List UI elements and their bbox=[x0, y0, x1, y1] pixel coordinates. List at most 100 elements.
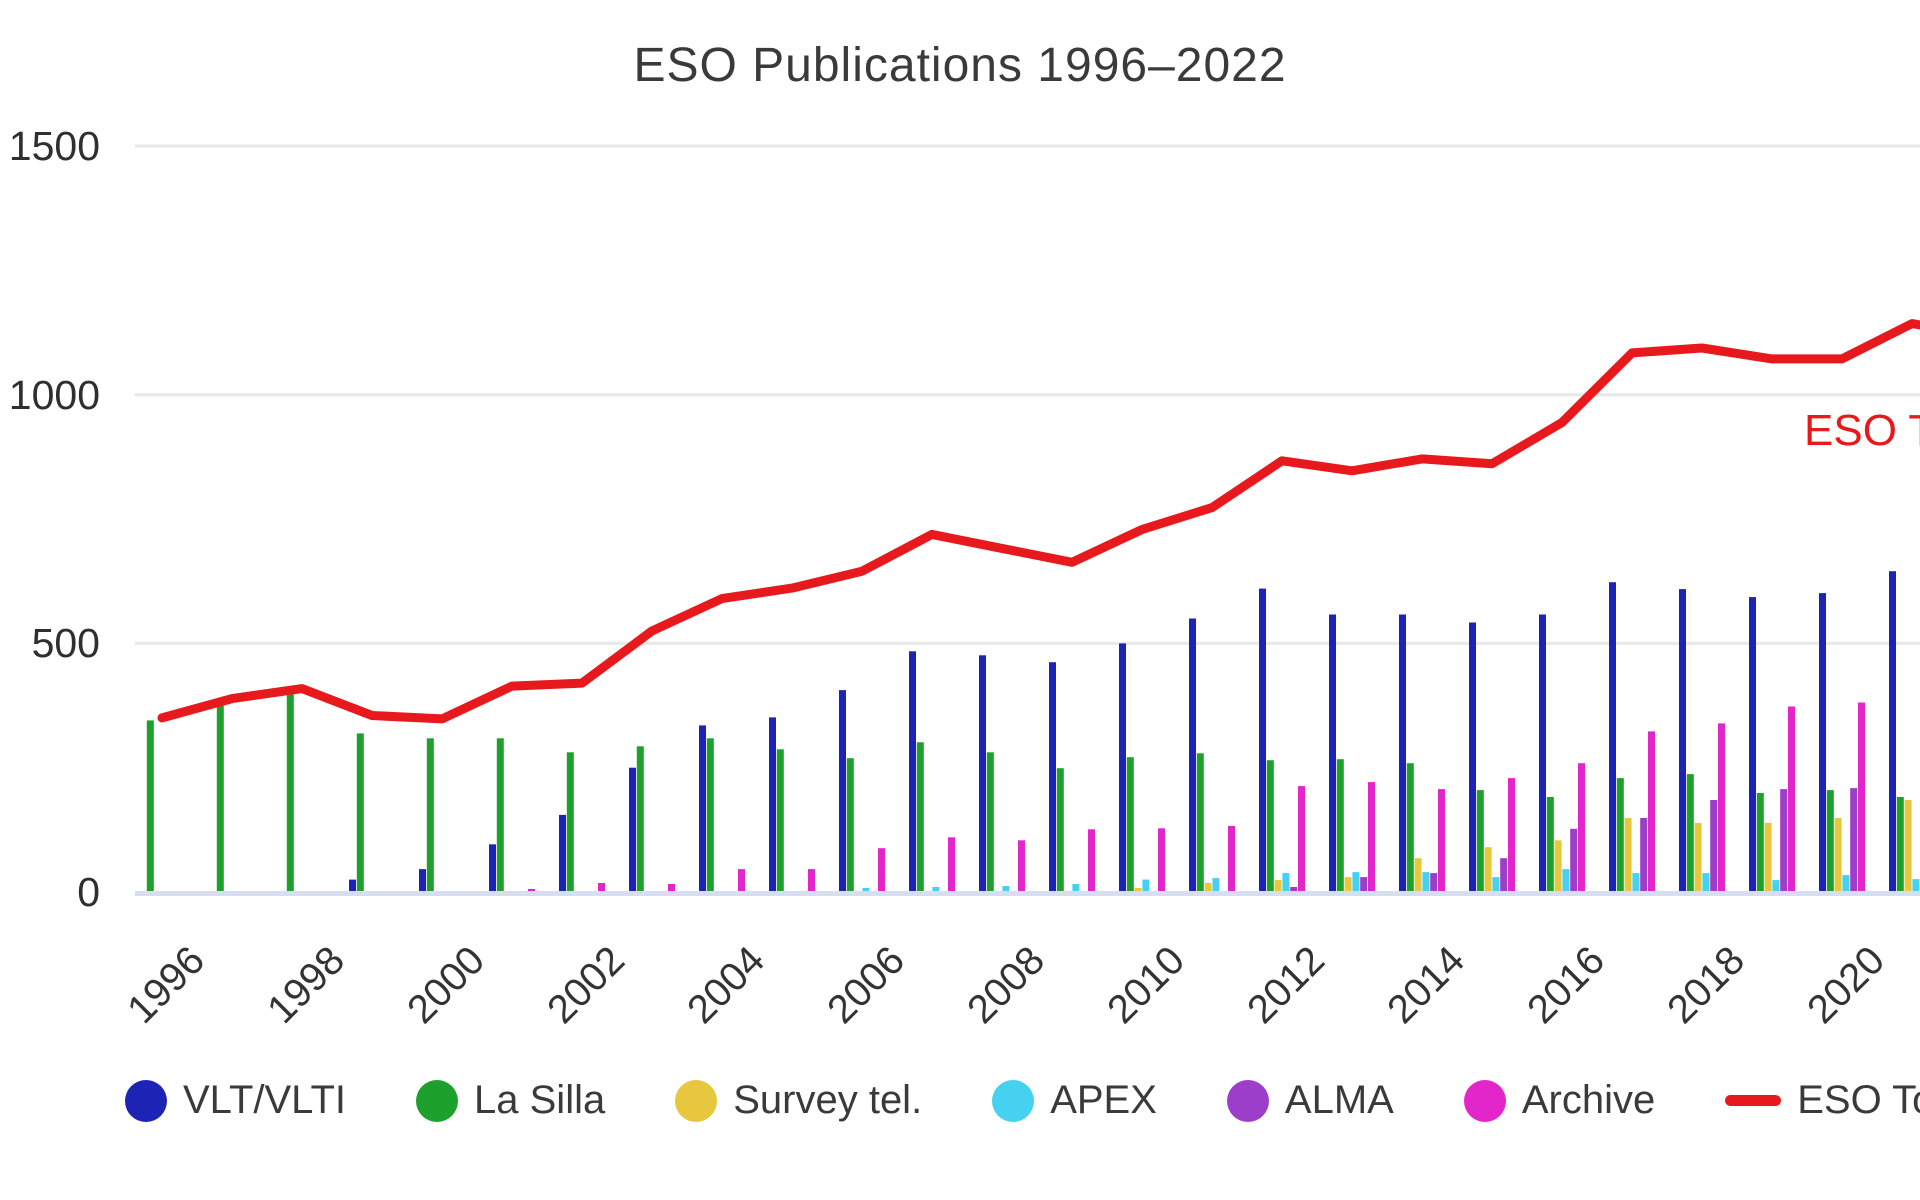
bar-archive-2005 bbox=[808, 869, 815, 892]
bar-la-silla-2013 bbox=[1336, 759, 1344, 892]
bar-vlt-vlti-1999 bbox=[349, 879, 356, 892]
legend-circle-swatch bbox=[675, 1079, 718, 1122]
bar-vlt-vlti-2010 bbox=[1119, 643, 1126, 893]
bar-apex-2013 bbox=[1352, 872, 1360, 892]
legend-label: Archive bbox=[1521, 1078, 1656, 1122]
bar-survey-tel--2019 bbox=[1764, 822, 1772, 892]
bar-vlt-vlti-2002 bbox=[559, 814, 566, 892]
bar-apex-2008 bbox=[1002, 886, 1010, 892]
bar-alma-2016 bbox=[1570, 828, 1578, 892]
bar-archive-2011 bbox=[1228, 825, 1235, 892]
bar-vlt-vlti-2003 bbox=[629, 767, 636, 892]
bar-la-silla-1997 bbox=[216, 700, 224, 892]
bar-vlt-vlti-2013 bbox=[1329, 614, 1336, 892]
bar-apex-2020 bbox=[1842, 875, 1850, 892]
bar-survey-tel--2017 bbox=[1624, 817, 1632, 892]
bar-archive-2004 bbox=[738, 869, 745, 892]
legend-label: La Silla bbox=[474, 1078, 606, 1122]
bar-survey-tel--2013 bbox=[1344, 877, 1352, 892]
bar-apex-2009 bbox=[1072, 884, 1080, 892]
bar-archive-2012 bbox=[1298, 786, 1305, 892]
bar-archive-2020 bbox=[1858, 702, 1865, 892]
legend-item-eso-total: ESO Total bbox=[1725, 1078, 1920, 1123]
bar-apex-2021 bbox=[1912, 879, 1920, 892]
bar-alma-2014 bbox=[1430, 873, 1438, 892]
legend-item-apex: APEX bbox=[992, 1078, 1157, 1123]
bar-la-silla-2020 bbox=[1826, 790, 1834, 892]
bar-apex-2019 bbox=[1772, 880, 1780, 892]
bar-archive-2019 bbox=[1788, 706, 1795, 892]
bar-apex-2017 bbox=[1632, 873, 1640, 892]
y-tick-1000: 1000 bbox=[8, 372, 100, 418]
bar-vlt-vlti-2000 bbox=[419, 869, 426, 892]
bar-apex-2012 bbox=[1282, 873, 1290, 892]
bar-la-silla-2021 bbox=[1896, 797, 1904, 892]
bar-vlt-vlti-2017 bbox=[1609, 582, 1616, 892]
legend-circle-swatch bbox=[1226, 1079, 1269, 1122]
legend: VLT/VLTI La Silla Survey tel. APEX ALMA Archi… bbox=[125, 1078, 1920, 1123]
bar-la-silla-2011 bbox=[1196, 753, 1204, 892]
bar-archive-2017 bbox=[1648, 731, 1655, 892]
bar-vlt-vlti-2016 bbox=[1539, 614, 1546, 892]
bar-archive-2013 bbox=[1368, 782, 1375, 892]
legend-label: ALMA bbox=[1284, 1078, 1394, 1122]
legend-item-la-silla: La Silla bbox=[416, 1078, 605, 1123]
bar-apex-2015 bbox=[1492, 877, 1500, 892]
bar-alma-2013 bbox=[1360, 877, 1368, 892]
bar-archive-2009 bbox=[1088, 829, 1095, 892]
bar-la-silla-2019 bbox=[1756, 793, 1764, 892]
bar-vlt-vlti-2004 bbox=[699, 725, 706, 892]
legend-item-survey-tel-: Survey tel. bbox=[675, 1078, 922, 1123]
chart-title: ESO Publications 1996–2022 bbox=[633, 39, 1287, 92]
bar-apex-2006 bbox=[862, 888, 870, 892]
bar-vlt-vlti-2019 bbox=[1749, 597, 1756, 892]
eso-total-line bbox=[157, 319, 1920, 724]
bar-archive-2015 bbox=[1508, 778, 1515, 892]
bar-vlt-vlti-2006 bbox=[839, 690, 846, 892]
bar-survey-tel--2020 bbox=[1834, 817, 1842, 892]
legend-circle-swatch bbox=[416, 1079, 459, 1122]
bar-archive-2016 bbox=[1578, 763, 1585, 892]
bar-la-silla-2004 bbox=[706, 738, 714, 892]
bar-survey-tel--2011 bbox=[1204, 883, 1212, 892]
legend-label: VLT/VLTI bbox=[183, 1078, 347, 1122]
eso-total-line-label: ESO Total bbox=[1804, 406, 1920, 455]
bar-la-silla-2005 bbox=[776, 749, 784, 892]
bar-archive-2002 bbox=[598, 883, 605, 892]
y-tick-1500: 1500 bbox=[8, 123, 100, 169]
bar-alma-2019 bbox=[1780, 789, 1788, 892]
bar-archive-2001 bbox=[528, 889, 535, 892]
bar-la-silla-2006 bbox=[846, 758, 854, 892]
bar-vlt-vlti-2001 bbox=[489, 844, 496, 892]
bar-la-silla-2008 bbox=[986, 752, 994, 892]
legend-circle-swatch bbox=[992, 1079, 1035, 1122]
bar-vlt-vlti-2005 bbox=[769, 717, 776, 892]
bar-vlt-vlti-2015 bbox=[1469, 622, 1476, 892]
bar-vlt-vlti-2014 bbox=[1399, 614, 1406, 892]
bar-la-silla-2002 bbox=[566, 752, 574, 892]
bar-la-silla-2010 bbox=[1126, 757, 1134, 892]
bar-vlt-vlti-2020 bbox=[1819, 593, 1826, 892]
bar-la-silla-2016 bbox=[1546, 797, 1554, 892]
legend-line-swatch bbox=[1725, 1095, 1782, 1106]
bar-archive-2008 bbox=[1018, 840, 1025, 892]
bar-archive-2014 bbox=[1438, 789, 1445, 892]
bar-la-silla-2003 bbox=[636, 746, 644, 892]
bar-vlt-vlti-2008 bbox=[979, 655, 986, 892]
bar-vlt-vlti-2011 bbox=[1189, 618, 1196, 892]
bar-alma-2012 bbox=[1290, 887, 1298, 892]
legend-item-archive: Archive bbox=[1463, 1078, 1656, 1123]
bar-apex-2010 bbox=[1142, 879, 1150, 892]
bar-la-silla-2001 bbox=[496, 738, 504, 892]
bar-la-silla-2012 bbox=[1266, 760, 1274, 892]
bar-la-silla-2017 bbox=[1616, 778, 1624, 892]
y-tick-0: 0 bbox=[77, 869, 100, 915]
bar-archive-2018 bbox=[1718, 723, 1725, 892]
bar-vlt-vlti-2007 bbox=[909, 651, 916, 892]
bar-survey-tel--2014 bbox=[1414, 858, 1422, 892]
bar-la-silla-2000 bbox=[426, 738, 434, 892]
bar-vlt-vlti-2012 bbox=[1259, 588, 1266, 892]
bar-archive-2006 bbox=[878, 848, 885, 892]
bar-la-silla-1998 bbox=[286, 693, 294, 892]
